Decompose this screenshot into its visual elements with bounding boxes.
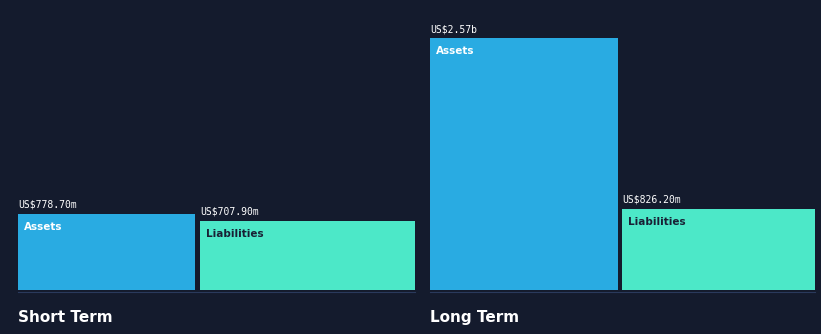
FancyBboxPatch shape	[18, 214, 195, 290]
Text: Long Term: Long Term	[430, 310, 519, 325]
Text: Short Term: Short Term	[18, 310, 112, 325]
Text: Assets: Assets	[24, 222, 62, 232]
Text: Liabilities: Liabilities	[628, 217, 686, 227]
FancyBboxPatch shape	[200, 220, 415, 290]
Text: US$826.20m: US$826.20m	[622, 195, 681, 205]
FancyBboxPatch shape	[430, 38, 618, 290]
Text: Liabilities: Liabilities	[206, 228, 264, 238]
Text: US$2.57b: US$2.57b	[430, 24, 477, 34]
Text: US$707.90m: US$707.90m	[200, 207, 259, 216]
Text: Assets: Assets	[436, 46, 475, 56]
Text: US$778.70m: US$778.70m	[18, 200, 76, 210]
FancyBboxPatch shape	[622, 209, 815, 290]
